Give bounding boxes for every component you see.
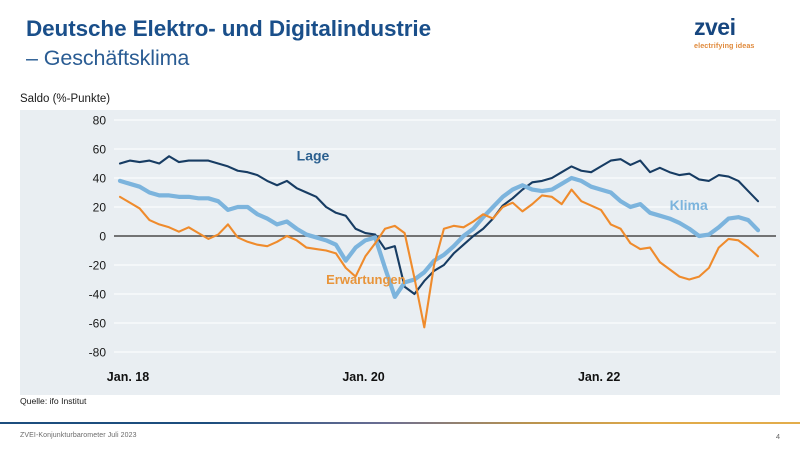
title-line-2: – Geschäftsklima: [26, 45, 190, 70]
footer-rule: [0, 422, 800, 424]
source-note: Quelle: ifo Institut: [20, 396, 87, 406]
y-axis-caption: Saldo (%-Punkte): [20, 93, 111, 105]
title-line-1: Deutsche Elektro- und Digitalindustrie: [26, 16, 432, 41]
footer-document-title: ZVEI-Konjunkturbarometer Juli 2023: [20, 432, 137, 439]
zvei-tagline: electrifying ideas: [694, 41, 755, 50]
series-line-klima: [117, 175, 761, 299]
y-axis-tick-label: -40: [89, 288, 107, 302]
zvei-logo: zvei electrifying ideas: [694, 16, 764, 50]
footer-page-number: 4: [775, 432, 780, 441]
series-annotation-klima: Klima: [670, 197, 708, 213]
zvei-wordmark: zvei: [694, 14, 736, 40]
page-title: Deutsche Elektro- und Digitalindustrie –…: [26, 14, 431, 72]
x-axis-tick-label: Jan. 20: [342, 370, 384, 384]
y-axis-tick-label: 0: [99, 230, 106, 244]
y-axis-tick-label: 80: [93, 114, 107, 128]
y-axis-tick-label: -20: [89, 259, 107, 273]
y-axis-tick-label: -60: [89, 317, 107, 331]
y-axis-tick-label: 40: [93, 172, 107, 186]
series-annotation-lage: Lage: [297, 148, 330, 164]
x-axis-tick-label: Jan. 18: [107, 370, 149, 384]
x-axis-tick-label: Jan. 22: [578, 370, 620, 384]
series-line-lage: [118, 155, 760, 296]
series-line-erwartungen: [118, 188, 760, 329]
y-axis-tick-label: -80: [89, 346, 107, 360]
y-axis-tick-label: 20: [93, 201, 107, 215]
series-annotation-erwartungen: Erwartungen: [326, 272, 406, 287]
y-axis-tick-label: 60: [93, 143, 107, 157]
